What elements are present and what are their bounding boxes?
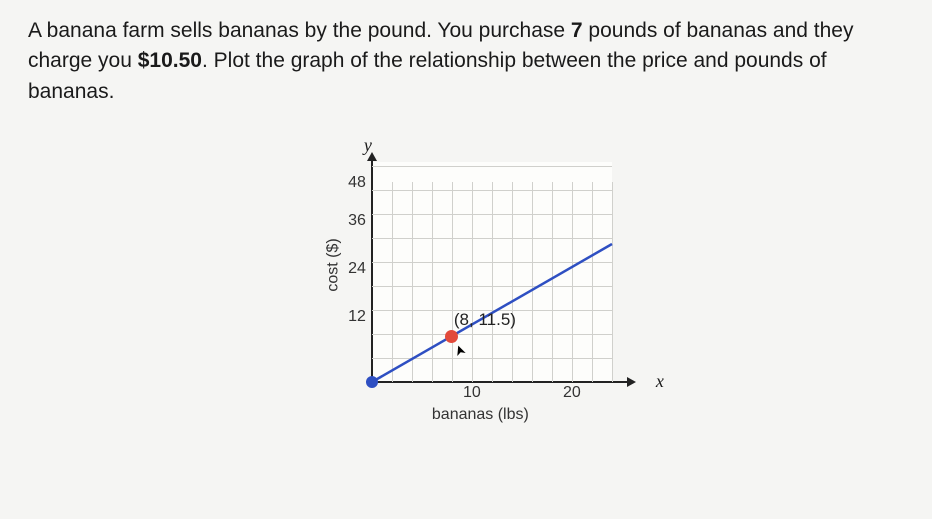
- y-axis-label-container: cost ($): [320, 135, 348, 395]
- drag-point[interactable]: [445, 330, 458, 343]
- plot-area[interactable]: x (8, 11.5)➤: [372, 162, 612, 382]
- chart-container: cost ($) 48 36 24 12 y x (8, 11.5)➤ 1020…: [28, 135, 904, 424]
- question-part-a: A banana farm sells bananas by the pound…: [28, 19, 571, 42]
- y-axis-label: cost ($): [325, 239, 343, 292]
- y-tick: 24: [348, 245, 366, 293]
- gridline-vertical: [592, 182, 593, 382]
- x-axis-label: bananas (lbs): [432, 406, 529, 424]
- drag-point-label: (8, 11.5): [454, 310, 516, 330]
- gridline-vertical: [552, 182, 553, 382]
- x-axis-symbol: x: [656, 371, 664, 392]
- x-tick: 20: [563, 384, 581, 402]
- x-axis-line: [370, 381, 630, 383]
- pounds-value: 7: [571, 19, 583, 42]
- x-ticks: 10 20: [372, 384, 612, 406]
- regression-line: [372, 162, 632, 382]
- question-text: A banana farm sells bananas by the pound…: [28, 16, 904, 107]
- y-tick: 48: [348, 169, 366, 197]
- y-ticks: 48 36 24 12: [348, 135, 372, 341]
- y-axis-arrow: [367, 152, 377, 161]
- gridline-vertical: [512, 182, 513, 382]
- y-tick: 36: [348, 197, 366, 245]
- gridline-vertical: [432, 182, 433, 382]
- gridline-vertical: [472, 182, 473, 382]
- x-axis-arrow: [627, 377, 636, 387]
- gridline-vertical: [532, 182, 533, 382]
- gridline-vertical: [492, 182, 493, 382]
- gridline-horizontal: [372, 166, 612, 167]
- gridline-vertical: [392, 182, 393, 382]
- gridline-vertical: [412, 182, 413, 382]
- x-tick: 10: [463, 384, 481, 402]
- gridline-vertical: [612, 182, 613, 382]
- price-value: $10.50: [138, 49, 202, 72]
- y-tick: 12: [348, 293, 366, 341]
- gridline-vertical: [572, 182, 573, 382]
